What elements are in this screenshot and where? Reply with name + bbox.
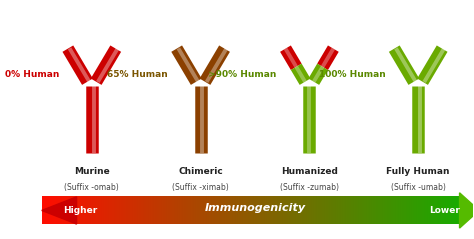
Text: >90% Human: >90% Human [209, 70, 277, 79]
Polygon shape [42, 197, 77, 224]
Text: (Suffix -zumab): (Suffix -zumab) [280, 183, 339, 192]
Text: Immunogenicity: Immunogenicity [204, 203, 306, 213]
Text: (Suffix -ximab): (Suffix -ximab) [172, 183, 229, 192]
Text: Humanized: Humanized [281, 167, 338, 176]
Text: 100% Human: 100% Human [319, 70, 385, 79]
Text: (Suffix -umab): (Suffix -umab) [391, 183, 446, 192]
Text: (Suffix -omab): (Suffix -omab) [64, 183, 119, 192]
Text: Chimeric: Chimeric [178, 167, 223, 176]
Text: Lower: Lower [429, 206, 460, 215]
Text: Fully Human: Fully Human [386, 167, 450, 176]
Text: Higher: Higher [64, 206, 98, 215]
Text: 65% Human: 65% Human [107, 70, 168, 79]
Text: Murine: Murine [74, 167, 109, 176]
Polygon shape [460, 193, 474, 228]
Text: 0% Human: 0% Human [5, 70, 59, 79]
